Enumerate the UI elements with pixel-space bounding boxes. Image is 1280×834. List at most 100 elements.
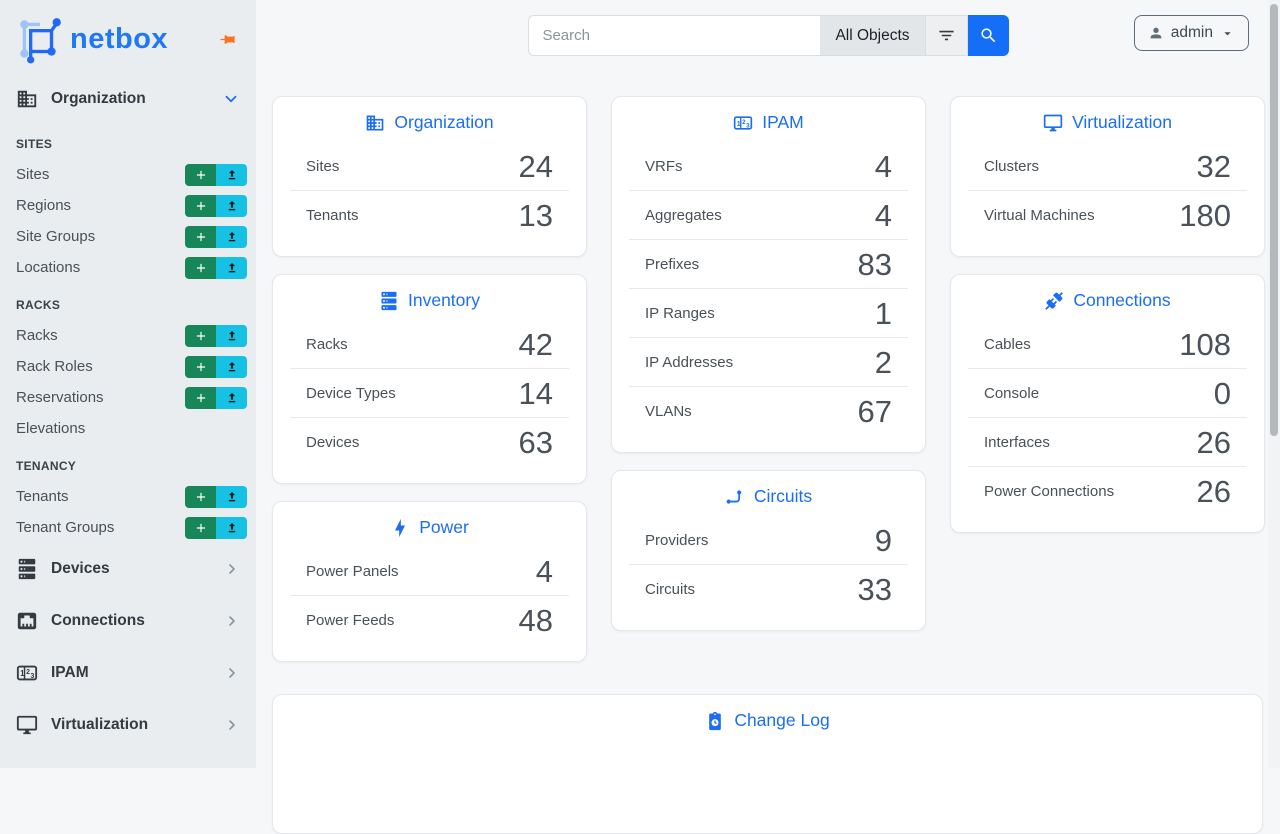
card-title-circuits[interactable]: Circuits <box>612 486 925 507</box>
add-button[interactable] <box>185 324 216 347</box>
stat-label-link[interactable]: Prefixes <box>645 255 700 273</box>
stat-label-link[interactable]: Power Panels <box>306 562 399 580</box>
stat-value-link[interactable]: 4 <box>535 553 553 589</box>
stat-value-link[interactable]: 63 <box>518 425 553 460</box>
stat-label-link[interactable]: Interfaces <box>984 433 1050 451</box>
import-button[interactable] <box>216 225 247 248</box>
stat-value-link[interactable]: 0 <box>1213 375 1231 411</box>
sidebar-menu-connections[interactable]: Connections <box>0 595 256 647</box>
sidebar-item-rack-roles[interactable]: Rack Roles <box>0 351 256 382</box>
stat-label-link[interactable]: Virtual Machines <box>984 207 1095 224</box>
import-button[interactable] <box>216 256 247 279</box>
stat-label-link[interactable]: Tenants <box>306 207 359 224</box>
stat-value-link[interactable]: 4 <box>874 197 892 233</box>
stat-value-link[interactable]: 42 <box>518 326 553 362</box>
user-menu-button[interactable]: admin <box>1133 15 1249 51</box>
add-button[interactable] <box>185 194 216 217</box>
import-button[interactable] <box>216 163 247 186</box>
import-button[interactable] <box>216 194 247 217</box>
stat-label-link[interactable]: IP Ranges <box>645 304 715 322</box>
stat-label-link[interactable]: Power Feeds <box>306 612 395 629</box>
search-input[interactable] <box>528 15 821 56</box>
stat-label-link[interactable]: IP Addresses <box>645 353 734 371</box>
page-scrollbar[interactable] <box>1268 0 1280 768</box>
search-submit-button[interactable] <box>967 15 1009 56</box>
card-title-changelog[interactable]: Change Log <box>273 710 1262 731</box>
add-button[interactable] <box>185 485 216 508</box>
stat-value-link[interactable]: 14 <box>518 375 553 411</box>
stat-value-link[interactable]: 24 <box>518 148 553 184</box>
stat-row-circuits: Circuits 33 <box>629 565 908 614</box>
import-button[interactable] <box>216 324 247 347</box>
import-button[interactable] <box>216 355 247 378</box>
pin-sidebar-button[interactable] <box>216 28 238 50</box>
sidebar-menu-virtualization[interactable]: Virtualization <box>0 699 256 751</box>
scrollbar-thumb[interactable] <box>1270 4 1278 436</box>
stat-value-link[interactable]: 32 <box>1196 148 1231 184</box>
stat-label-link[interactable]: Providers <box>645 531 709 549</box>
stat-value-link[interactable]: 4 <box>874 148 892 184</box>
stat-value-link[interactable]: 180 <box>1179 198 1231 233</box>
sidebar-menu-organization[interactable]: Organization <box>0 76 256 122</box>
sidebar-item-racks[interactable]: Racks <box>0 320 256 351</box>
stat-row-racks: Racks 42 <box>290 320 569 369</box>
add-button[interactable] <box>185 256 216 279</box>
sidebar-menu-ipam[interactable]: 1 2 3 IPAM <box>0 647 256 699</box>
sidebar-item-tenant-groups[interactable]: Tenant Groups <box>0 512 256 543</box>
stat-label-link[interactable]: Racks <box>306 335 348 353</box>
stat-label-link[interactable]: Sites <box>306 157 340 175</box>
stat-label-link[interactable]: Clusters <box>984 157 1040 175</box>
sidebar-item-tenants[interactable]: Tenants <box>0 481 256 512</box>
stat-label-link[interactable]: Power Connections <box>984 483 1115 500</box>
import-button[interactable] <box>216 485 247 508</box>
stat-value-link[interactable]: 2 <box>874 344 892 380</box>
card-title-connections[interactable]: Connections <box>951 290 1264 311</box>
stat-row-power-connections: Power Connections 26 <box>968 467 1247 516</box>
stat-value-link[interactable]: 48 <box>518 603 553 638</box>
stat-value-link[interactable]: 9 <box>874 522 892 558</box>
stat-value-link[interactable]: 83 <box>857 246 892 282</box>
stat-label-link[interactable]: Cables <box>984 335 1031 353</box>
user-label: admin <box>1170 24 1213 41</box>
stat-label-link[interactable]: Console <box>984 384 1040 402</box>
search-filter-button[interactable] <box>925 15 968 56</box>
search-scope-dropdown[interactable]: All Objects <box>820 15 926 56</box>
stat-value-link[interactable]: 26 <box>1196 474 1231 509</box>
upload-icon <box>225 261 239 275</box>
card-title-label: Power <box>419 517 469 537</box>
sidebar-item-elevations[interactable]: Elevations <box>0 413 256 444</box>
stat-value-link[interactable]: 1 <box>874 295 892 331</box>
card-title-virtualization[interactable]: Virtualization <box>951 112 1264 133</box>
stat-label-link[interactable]: VRFs <box>645 157 683 175</box>
stat-value-link[interactable]: 26 <box>1196 424 1231 460</box>
stat-label-link[interactable]: Devices <box>306 434 360 451</box>
sidebar-item-sites[interactable]: Sites <box>0 159 256 190</box>
stat-label-link[interactable]: Aggregates <box>645 206 722 224</box>
add-button[interactable] <box>185 386 216 409</box>
add-button[interactable] <box>185 516 216 539</box>
stat-value-link[interactable]: 13 <box>518 198 553 233</box>
sidebar-item-reservations[interactable]: Reservations <box>0 382 256 413</box>
sidebar-item-site-groups[interactable]: Site Groups <box>0 221 256 252</box>
stat-label-link[interactable]: Circuits <box>645 581 696 598</box>
sidebar-menu-devices[interactable]: Devices <box>0 543 256 595</box>
sidebar-item-regions[interactable]: Regions <box>0 190 256 221</box>
stat-label-link[interactable]: VLANs <box>645 403 692 420</box>
import-button[interactable] <box>216 516 247 539</box>
stat-value-link[interactable]: 108 <box>1179 326 1231 362</box>
card-title-ipam[interactable]: 1 2 3 IPAM <box>612 112 925 133</box>
stat-value-link[interactable]: 33 <box>857 572 892 607</box>
add-button[interactable] <box>185 225 216 248</box>
sidebar-item-locations[interactable]: Locations <box>0 252 256 283</box>
add-button[interactable] <box>185 355 216 378</box>
add-button[interactable] <box>185 163 216 186</box>
card-title-power[interactable]: Power <box>273 517 586 538</box>
card-title-inventory[interactable]: Inventory <box>273 290 586 311</box>
global-search: All Objects <box>528 15 1009 56</box>
card-stats: Racks 42 Device Types 14 Devices 63 <box>290 320 569 467</box>
import-button[interactable] <box>216 386 247 409</box>
netbox-logo[interactable]: netbox <box>14 14 168 64</box>
card-title-organization[interactable]: Organization <box>273 112 586 133</box>
stat-label-link[interactable]: Device Types <box>306 384 396 402</box>
stat-value-link[interactable]: 67 <box>857 394 892 429</box>
